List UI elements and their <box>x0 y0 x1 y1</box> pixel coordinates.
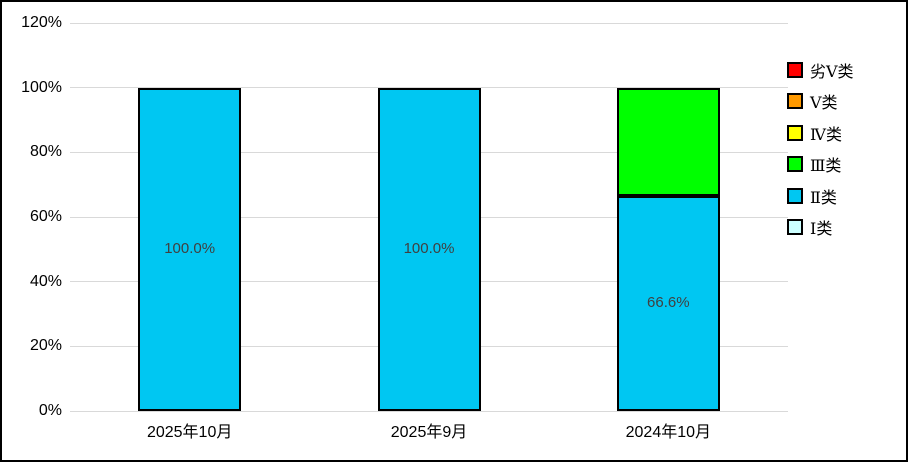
y-axis-tick-label: 80% <box>29 143 62 161</box>
legend-label: Ⅰ类 <box>810 221 833 239</box>
legend-label: 劣Ⅴ类 <box>810 63 854 81</box>
legend-swatch-劣Ⅴ类 <box>787 61 803 78</box>
y-gridline <box>70 410 788 412</box>
legend-label: Ⅲ类 <box>810 158 842 176</box>
x-axis-tick-label: 2025年10月 <box>146 424 233 441</box>
legend-item-Ⅱ类: Ⅱ类 <box>787 180 854 212</box>
data-label: 100.0% <box>164 240 216 258</box>
bar-segment-Ⅱ类 <box>138 87 242 411</box>
data-label: 100.0% <box>403 240 455 258</box>
legend-label: Ⅳ类 <box>810 126 842 144</box>
y-axis-tick-label: 20% <box>29 337 62 355</box>
legend: 劣Ⅴ类 Ⅴ类 Ⅳ类 Ⅲ类 Ⅱ类 Ⅰ类 <box>787 54 854 243</box>
legend-label: Ⅱ类 <box>810 189 837 207</box>
legend-swatch-Ⅰ类 <box>787 219 803 236</box>
legend-swatch-Ⅱ类 <box>787 187 803 204</box>
bar-segment-Ⅱ类 <box>377 87 481 411</box>
legend-item-Ⅰ类: Ⅰ类 <box>787 212 854 244</box>
legend-item-Ⅲ类: Ⅲ类 <box>787 149 854 181</box>
x-axis-tick-label: 2024年10月 <box>625 424 712 441</box>
y-gridline <box>70 22 788 24</box>
legend-label: Ⅴ类 <box>810 95 838 113</box>
legend-item-劣Ⅴ类: 劣Ⅴ类 <box>787 54 854 86</box>
legend-item-Ⅴ类: Ⅴ类 <box>787 86 854 118</box>
y-axis-tick-label: 40% <box>29 272 62 290</box>
bar-segment-Ⅱ类 <box>616 195 720 411</box>
data-label: 66.6% <box>647 294 690 312</box>
x-axis-tick-label: 2025年9月 <box>390 424 468 441</box>
y-axis-tick-label: 60% <box>29 208 62 225</box>
y-axis-tick-label: 0% <box>38 402 62 419</box>
legend-swatch-Ⅳ类 <box>787 124 803 141</box>
y-axis-tick-label: 120% <box>21 14 62 31</box>
legend-swatch-Ⅴ类 <box>787 93 803 110</box>
bar-segment-Ⅲ类 <box>616 87 720 196</box>
legend-swatch-Ⅲ类 <box>787 156 803 173</box>
legend-item-Ⅳ类: Ⅳ类 <box>787 117 854 149</box>
y-axis-tick-label: 100% <box>21 78 62 96</box>
